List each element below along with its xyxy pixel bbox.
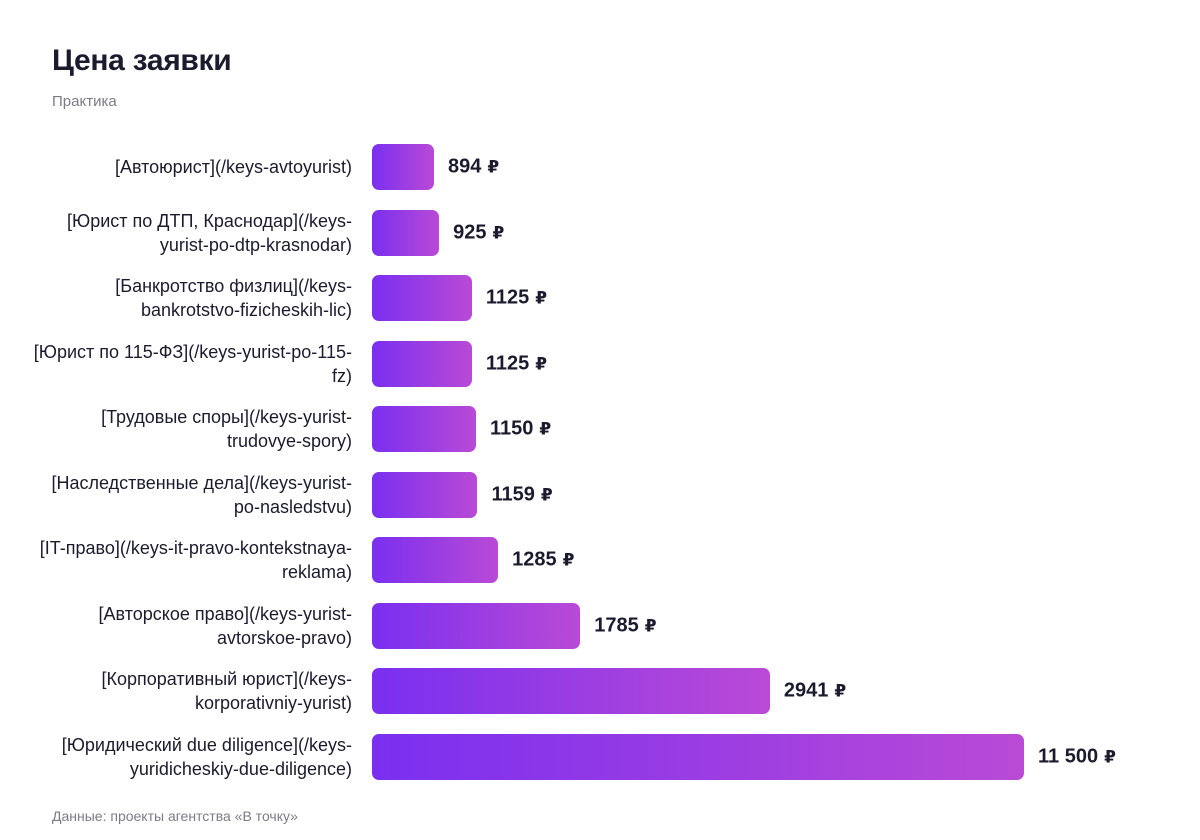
bar xyxy=(372,209,440,256)
category-label: [Авторское право](/keys-yurist-avtorskoe… xyxy=(98,603,352,648)
chart-row: [Трудовые споры](/keys-yurist-trudovye-s… xyxy=(0,406,1200,452)
chart-row: [Авторское право](/keys-yurist-avtorskoe… xyxy=(0,602,1200,649)
value-number: 1159 xyxy=(491,483,535,505)
chart-row: [Банкротство физлиц](/keys-bankrotstvo-f… xyxy=(0,275,1200,321)
value-number: 1150 xyxy=(490,417,534,440)
category-label: [Юрист по 115-ФЗ](/keys-yurist-po-115-fz… xyxy=(33,341,352,386)
chart-row: [Юридический due diligence](/keys-yuridi… xyxy=(0,733,1200,780)
chart-title: Цена заявки xyxy=(52,44,232,77)
currency-symbol: ₽ xyxy=(834,681,847,701)
category-label: [IT-право](/keys-it-pravo-kontekstnaya-r… xyxy=(39,538,352,582)
bar xyxy=(372,668,770,714)
category-label: [Юридический due diligence](/keys-yuridi… xyxy=(61,734,352,779)
value-label: 894 ₽ xyxy=(448,156,499,179)
category-label: [Автоюрист](/keys-avtoyurist) xyxy=(114,157,352,177)
bar xyxy=(372,406,476,452)
bar xyxy=(372,340,472,387)
chart-subtitle: Практика xyxy=(52,93,117,110)
currency-symbol: ₽ xyxy=(562,550,575,570)
value-label: 1285 ₽ xyxy=(512,549,574,572)
chart-row: [Юрист по 115-ФЗ](/keys-yurist-po-115-fz… xyxy=(0,340,1200,387)
currency-symbol: ₽ xyxy=(487,157,500,177)
chart-row: [IT-право](/keys-it-pravo-kontekstnaya-r… xyxy=(0,537,1200,583)
chart-row: [Автоюрист](/keys-avtoyurist) 894 ₽ xyxy=(0,144,1200,190)
currency-symbol: ₽ xyxy=(540,485,553,504)
value-label: 1150 ₽ xyxy=(490,418,551,441)
bar xyxy=(372,275,472,321)
value-number: 11 500 xyxy=(1038,745,1099,767)
category-label: [Банкротство физлиц](/keys-bankrotstvo-f… xyxy=(115,276,352,320)
value-number: 1285 xyxy=(512,548,557,571)
value-number: 1125 xyxy=(485,286,530,309)
value-label: 1125 ₽ xyxy=(486,287,547,310)
bar xyxy=(372,471,478,518)
value-label: 1159 ₽ xyxy=(491,483,552,506)
category-label: [Трудовые споры](/keys-yurist-trudovye-s… xyxy=(101,407,352,451)
value-number: 1125 xyxy=(485,352,530,374)
category-label: [Наследственные дела](/keys-yurist-po-na… xyxy=(51,472,352,517)
currency-symbol: ₽ xyxy=(539,419,552,439)
bar xyxy=(372,144,434,190)
currency-symbol: ₽ xyxy=(535,288,548,308)
value-number: 894 xyxy=(448,155,482,178)
chart-row: [Юрист по ДТП, Краснодар](/keys-yurist-p… xyxy=(0,209,1200,256)
chart-row: [Наследственные дела](/keys-yurist-po-na… xyxy=(0,471,1200,518)
bar xyxy=(372,537,499,583)
currency-symbol: ₽ xyxy=(492,223,505,242)
bar xyxy=(372,733,1024,780)
currency-symbol: ₽ xyxy=(535,354,548,373)
value-number: 2941 xyxy=(783,679,829,702)
currency-symbol: ₽ xyxy=(644,616,657,635)
category-label: [Корпоративный юрист](/keys-korporativni… xyxy=(101,669,353,713)
value-label: 2941 ₽ xyxy=(784,680,846,703)
value-number: 925 xyxy=(453,221,487,243)
source-note: Данные: проекты агентства «В точку» xyxy=(52,808,298,824)
value-label: 11 500 ₽ xyxy=(1038,745,1116,768)
bar xyxy=(372,602,581,649)
category-label: [Юрист по ДТП, Краснодар](/keys-yurist-p… xyxy=(67,210,352,255)
currency-symbol: ₽ xyxy=(1104,747,1116,766)
chart-row: [Корпоративный юрист](/keys-korporativni… xyxy=(0,668,1200,714)
value-number: 1785 xyxy=(594,614,639,636)
value-label: 925 ₽ xyxy=(453,221,504,244)
value-label: 1785 ₽ xyxy=(594,614,656,637)
value-label: 1125 ₽ xyxy=(486,352,547,375)
